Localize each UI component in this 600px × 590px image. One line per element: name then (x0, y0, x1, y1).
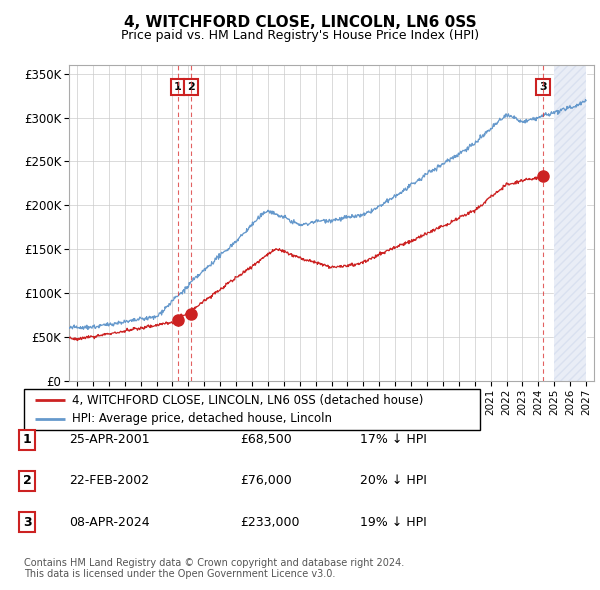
Text: £76,000: £76,000 (240, 474, 292, 487)
Text: Price paid vs. HM Land Registry's House Price Index (HPI): Price paid vs. HM Land Registry's House … (121, 30, 479, 42)
Text: 20% ↓ HPI: 20% ↓ HPI (360, 474, 427, 487)
Text: 25-APR-2001: 25-APR-2001 (69, 433, 149, 446)
Text: 4, WITCHFORD CLOSE, LINCOLN, LN6 0SS (detached house): 4, WITCHFORD CLOSE, LINCOLN, LN6 0SS (de… (72, 394, 423, 407)
Text: 1: 1 (23, 433, 31, 446)
FancyBboxPatch shape (24, 389, 480, 430)
Text: 08-APR-2024: 08-APR-2024 (69, 516, 149, 529)
Text: £233,000: £233,000 (240, 516, 299, 529)
Text: 2: 2 (187, 82, 194, 92)
Text: 3: 3 (23, 516, 31, 529)
Text: 17% ↓ HPI: 17% ↓ HPI (360, 433, 427, 446)
Text: 22-FEB-2002: 22-FEB-2002 (69, 474, 149, 487)
Text: 19% ↓ HPI: 19% ↓ HPI (360, 516, 427, 529)
Text: HPI: Average price, detached house, Lincoln: HPI: Average price, detached house, Linc… (72, 412, 332, 425)
Text: 1: 1 (173, 82, 181, 92)
Text: Contains HM Land Registry data © Crown copyright and database right 2024.
This d: Contains HM Land Registry data © Crown c… (24, 558, 404, 579)
Text: £68,500: £68,500 (240, 433, 292, 446)
Text: 3: 3 (539, 82, 547, 92)
Text: 2: 2 (23, 474, 31, 487)
Text: 4, WITCHFORD CLOSE, LINCOLN, LN6 0SS: 4, WITCHFORD CLOSE, LINCOLN, LN6 0SS (124, 15, 476, 30)
